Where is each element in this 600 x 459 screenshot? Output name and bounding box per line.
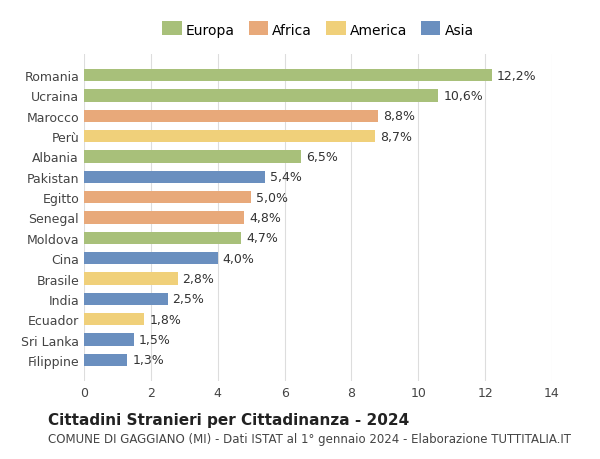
Bar: [84, 252, 218, 265]
Bar: [84, 232, 241, 244]
Text: 1,3%: 1,3%: [133, 353, 164, 367]
Bar: [84, 354, 127, 366]
Text: 4,7%: 4,7%: [246, 232, 278, 245]
Text: 1,5%: 1,5%: [139, 333, 171, 346]
Text: 10,6%: 10,6%: [443, 90, 483, 103]
Bar: [84, 151, 301, 163]
Bar: [84, 131, 375, 143]
Bar: [84, 111, 378, 123]
Text: 4,0%: 4,0%: [223, 252, 254, 265]
Bar: [84, 70, 492, 82]
Text: 5,4%: 5,4%: [269, 171, 301, 184]
Text: 1,8%: 1,8%: [149, 313, 181, 326]
Bar: [84, 273, 178, 285]
Text: 8,7%: 8,7%: [380, 130, 412, 143]
Legend: Europa, Africa, America, Asia: Europa, Africa, America, Asia: [158, 20, 478, 42]
Text: COMUNE DI GAGGIANO (MI) - Dati ISTAT al 1° gennaio 2024 - Elaborazione TUTTITALI: COMUNE DI GAGGIANO (MI) - Dati ISTAT al …: [48, 432, 571, 445]
Text: 2,5%: 2,5%: [173, 293, 205, 306]
Bar: [84, 212, 244, 224]
Text: 4,8%: 4,8%: [250, 212, 281, 224]
Bar: [84, 313, 144, 325]
Bar: [84, 293, 167, 305]
Text: 5,0%: 5,0%: [256, 191, 288, 204]
Bar: [84, 192, 251, 204]
Text: 8,8%: 8,8%: [383, 110, 415, 123]
Text: 6,5%: 6,5%: [307, 151, 338, 164]
Bar: [84, 171, 265, 184]
Bar: [84, 334, 134, 346]
Text: Cittadini Stranieri per Cittadinanza - 2024: Cittadini Stranieri per Cittadinanza - 2…: [48, 412, 409, 427]
Text: 2,8%: 2,8%: [182, 272, 214, 285]
Text: 12,2%: 12,2%: [497, 69, 536, 83]
Bar: [84, 90, 439, 102]
